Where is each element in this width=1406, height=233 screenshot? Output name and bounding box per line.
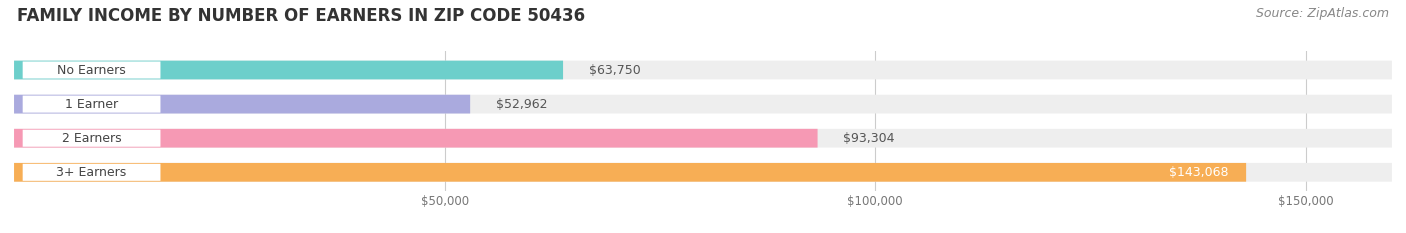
FancyBboxPatch shape (14, 61, 1392, 79)
Text: $93,304: $93,304 (844, 132, 894, 145)
Text: $143,068: $143,068 (1170, 166, 1229, 179)
FancyBboxPatch shape (22, 164, 160, 181)
Text: $63,750: $63,750 (589, 64, 641, 76)
Text: No Earners: No Earners (58, 64, 127, 76)
Text: FAMILY INCOME BY NUMBER OF EARNERS IN ZIP CODE 50436: FAMILY INCOME BY NUMBER OF EARNERS IN ZI… (17, 7, 585, 25)
Text: Source: ZipAtlas.com: Source: ZipAtlas.com (1256, 7, 1389, 20)
FancyBboxPatch shape (14, 129, 817, 147)
Text: 3+ Earners: 3+ Earners (56, 166, 127, 179)
FancyBboxPatch shape (22, 130, 160, 147)
FancyBboxPatch shape (14, 95, 470, 113)
FancyBboxPatch shape (14, 129, 1392, 147)
FancyBboxPatch shape (14, 61, 562, 79)
FancyBboxPatch shape (14, 163, 1392, 182)
Text: 1 Earner: 1 Earner (65, 98, 118, 111)
FancyBboxPatch shape (14, 95, 1392, 113)
Text: $52,962: $52,962 (496, 98, 547, 111)
FancyBboxPatch shape (14, 163, 1246, 182)
FancyBboxPatch shape (22, 96, 160, 113)
Text: 2 Earners: 2 Earners (62, 132, 121, 145)
FancyBboxPatch shape (22, 62, 160, 79)
